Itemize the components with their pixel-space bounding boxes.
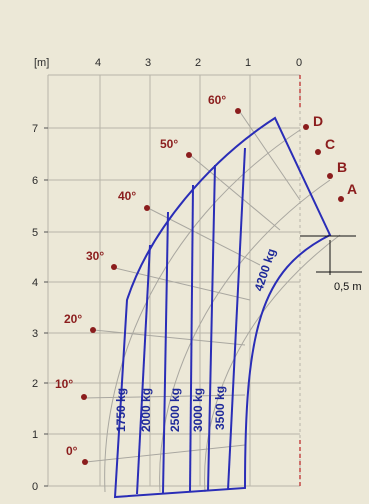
- x-tick: 2: [195, 57, 201, 69]
- angle-dot: [111, 264, 117, 270]
- extension-dot: [338, 196, 344, 202]
- extension-label: C: [325, 136, 335, 152]
- unit-label: [m]: [34, 57, 49, 69]
- y-tick: 4: [32, 277, 38, 289]
- load-label: 3500 kg: [213, 386, 227, 430]
- angle-label: 10°: [55, 377, 73, 391]
- x-tick: 0: [296, 57, 302, 69]
- angle-dot: [82, 459, 88, 465]
- angle-label: 50°: [160, 137, 178, 151]
- y-tick: 7: [32, 123, 38, 135]
- extension-dot: [303, 124, 309, 130]
- x-tick: 3: [145, 57, 151, 69]
- dimension-label: 0,5 m: [334, 281, 362, 293]
- extension-label: A: [347, 181, 357, 197]
- y-tick: 2: [32, 378, 38, 390]
- load-envelope: [113, 116, 332, 499]
- y-tick: 5: [32, 227, 38, 239]
- angle-dot: [90, 327, 96, 333]
- angle-label: 40°: [118, 189, 136, 203]
- load-label: 1750 kg: [114, 388, 128, 432]
- extension-dot: [315, 149, 321, 155]
- extension-label: D: [313, 113, 323, 129]
- y-tick: 0: [32, 481, 38, 493]
- load-label: 2500 kg: [168, 388, 182, 432]
- extension-label: B: [337, 159, 347, 175]
- load-label: 2000 kg: [139, 388, 153, 432]
- angle-label: 30°: [86, 249, 104, 263]
- angle-dot: [144, 205, 150, 211]
- x-tick: 4: [95, 57, 101, 69]
- angle-label: 60°: [208, 93, 226, 107]
- x-tick: 1: [245, 57, 251, 69]
- grid: [47, 74, 301, 487]
- angle-label: 0°: [66, 444, 78, 458]
- y-tick: 1: [32, 429, 38, 441]
- load-label: 3000 kg: [191, 388, 205, 432]
- angle-dot: [81, 394, 87, 400]
- angle-dot: [186, 152, 192, 158]
- angle-dot: [235, 108, 241, 114]
- dimension-marker: [300, 235, 362, 275]
- angle-label: 20°: [64, 312, 82, 326]
- y-tick: 6: [32, 175, 38, 187]
- y-axis-ticks: [44, 127, 48, 487]
- extension-dot: [327, 173, 333, 179]
- y-tick: 3: [32, 328, 38, 340]
